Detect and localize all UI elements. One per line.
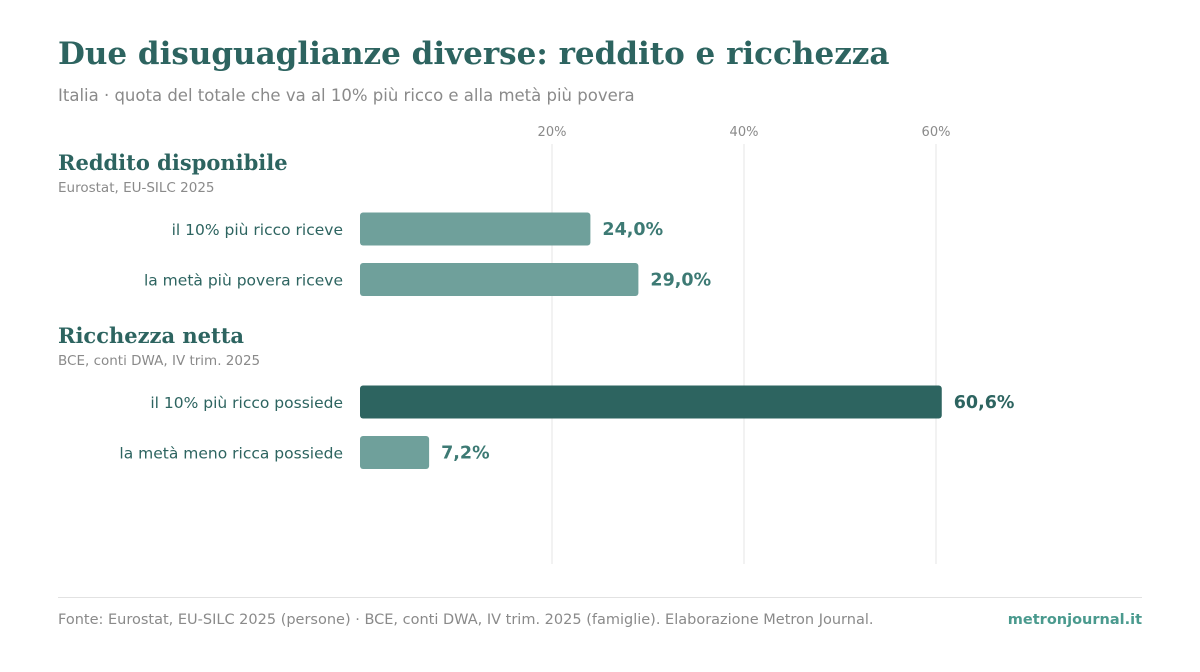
group-title: Ricchezza netta	[58, 323, 244, 348]
bar	[360, 263, 639, 296]
x-tick-label: 40%	[730, 125, 759, 140]
group-source: Eurostat, EU-SILC 2025	[58, 180, 215, 196]
chart-subtitle: Italia · quota del totale che va al 10% …	[58, 86, 635, 105]
bar-category-label: il 10% più ricco riceve	[172, 221, 343, 239]
group-title: Reddito disponibile	[58, 150, 288, 175]
bar	[360, 212, 591, 246]
x-tick-label: 20%	[538, 125, 567, 140]
footer-source: Fonte: Eurostat, EU-SILC 2025 (persone) …	[58, 612, 874, 628]
bar-category-label: la metà meno ricca possiede	[119, 445, 343, 463]
group-source: BCE, conti DWA, IV trim. 2025	[58, 353, 260, 369]
x-tick-label: 60%	[922, 125, 951, 140]
bar-category-label: il 10% più ricco possiede	[150, 394, 343, 412]
bar-value-label: 29,0%	[650, 271, 711, 291]
bar-value-label: 24,0%	[602, 220, 663, 240]
bar-category-label: la metà più povera riceve	[144, 272, 343, 290]
bar-value-label: 7,2%	[441, 444, 490, 464]
chart-title: Due disuguaglianze diverse: reddito e ri…	[58, 36, 890, 72]
bar-chart: 20% 40% 60% Reddito disponibile Eurostat, EU…	[58, 125, 1015, 564]
bar	[360, 385, 942, 419]
bar-value-label: 60,6%	[954, 393, 1015, 413]
bar	[360, 436, 430, 469]
footer-divider	[58, 597, 1142, 598]
footer-brand-link[interactable]: metronjournal.it	[1007, 612, 1142, 628]
